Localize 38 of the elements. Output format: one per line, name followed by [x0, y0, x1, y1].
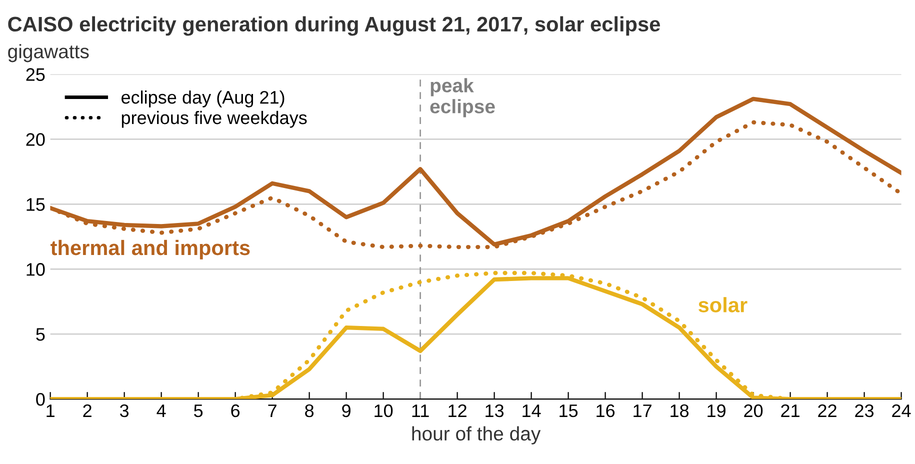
x-tick-label: 1 — [46, 404, 54, 417]
y-tick-label: 10 — [26, 263, 45, 276]
annotation: previous five weekdays — [122, 110, 307, 128]
x-tick-label: 4 — [156, 404, 166, 417]
y-tick-label: 5 — [36, 328, 45, 341]
y-axis-title: gigawatts — [8, 44, 89, 62]
x-tick-label: 18 — [670, 404, 689, 418]
series-label: thermal and imports — [50, 240, 250, 260]
x-tick-label: 2 — [83, 404, 92, 417]
chart-title: CAISO electricity generation during August 21, 2017, solar eclipse — [8, 16, 660, 36]
x-tick-label: 24 — [892, 404, 911, 417]
x-tick-label: 16 — [596, 404, 615, 418]
x-tick-label: 9 — [342, 404, 350, 418]
y-tick-label: 20 — [26, 133, 45, 146]
x-tick-label: 6 — [231, 404, 240, 418]
x-tick-label: 14 — [522, 404, 541, 417]
x-tick-label: 20 — [744, 404, 763, 418]
series-label: solar — [698, 297, 748, 312]
x-tick-label: 22 — [818, 404, 836, 417]
x-tick-label: 13 — [486, 404, 504, 418]
ref-line-label: peak eclipse — [430, 78, 495, 118]
x-tick-label: 3 — [120, 404, 129, 418]
x-tick-label: 15 — [560, 404, 578, 418]
x-tick-label: 12 — [448, 404, 466, 417]
x-axis-title: hour of the day — [412, 426, 541, 444]
x-tick-label: 5 — [194, 404, 203, 418]
x-tick-label: 11 — [412, 404, 429, 417]
x-tick-label: 19 — [708, 404, 726, 418]
x-tick-label: 21 — [781, 404, 800, 417]
x-tick-label: 8 — [305, 404, 314, 418]
y-tick-label: 0 — [36, 392, 45, 406]
x-tick-label: 23 — [855, 404, 874, 418]
x-tick-label: 10 — [374, 404, 393, 418]
y-tick-label: 25 — [26, 68, 45, 81]
y-tick-label: 15 — [26, 198, 45, 211]
annotation: eclipse day (Aug 21) — [122, 90, 284, 108]
x-tick-label: 17 — [634, 404, 652, 417]
x-tick-label: 7 — [268, 404, 276, 417]
